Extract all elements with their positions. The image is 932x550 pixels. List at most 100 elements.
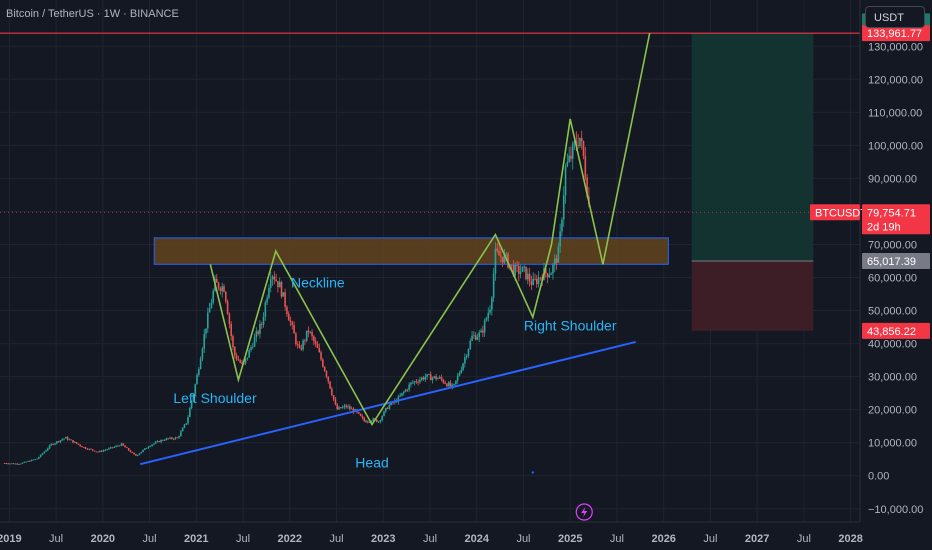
currency-selector[interactable]: USDT — [865, 6, 925, 28]
candle-body — [271, 276, 274, 279]
x-tick-label: Jul — [516, 533, 530, 545]
candle-body — [264, 302, 267, 317]
candle-body — [255, 331, 258, 338]
symbol-title[interactable]: Bitcoin / TetherUS · 1W · BINANCE — [6, 8, 179, 20]
y-tick-label: 130,000.00 — [868, 41, 923, 53]
candle-body — [363, 417, 366, 421]
y-tick-label: −10,000.00 — [868, 504, 923, 516]
candle-body — [269, 278, 272, 288]
candle-body — [226, 301, 229, 315]
candle-body — [580, 137, 583, 142]
candle-body — [388, 405, 391, 409]
price-tag-bg — [862, 252, 930, 269]
candle-body — [56, 441, 58, 444]
candle-body — [325, 371, 328, 377]
x-tick-label: Jul — [423, 533, 437, 545]
candle-body — [82, 447, 85, 448]
candle-body — [61, 439, 63, 441]
candle-body — [36, 458, 38, 460]
candle-body — [318, 348, 321, 353]
candle-body — [122, 443, 125, 446]
candle-body — [573, 141, 576, 144]
candle-body — [528, 273, 531, 282]
candle-body — [404, 389, 407, 392]
y-tick-label: 20,000.00 — [868, 405, 917, 417]
candle-body — [131, 452, 134, 453]
candle-body — [90, 448, 92, 450]
candle-body — [208, 308, 211, 313]
candle-body — [91, 449, 94, 451]
candle-body — [367, 421, 369, 423]
candle-body — [419, 379, 421, 383]
candle-body — [471, 335, 473, 341]
candle-body — [50, 443, 53, 446]
candle-body — [429, 374, 432, 381]
candle-body — [237, 359, 240, 361]
x-tick-label: Jul — [797, 533, 811, 545]
price-tag-bg — [862, 322, 930, 339]
candle-body — [510, 264, 513, 266]
candle-body — [503, 254, 506, 263]
candle-body — [68, 439, 71, 441]
candle-body — [476, 337, 479, 340]
y-tick-label: 100,000.00 — [868, 140, 923, 152]
candle-body — [54, 443, 56, 445]
candle-body — [496, 248, 499, 251]
candle-body — [5, 463, 8, 465]
candle-body — [259, 323, 261, 334]
candle-body — [500, 255, 502, 257]
candle-body — [257, 331, 259, 334]
y-tick-label: 90,000.00 — [868, 173, 917, 185]
candle-body — [340, 407, 342, 409]
candle-body — [81, 446, 83, 448]
candle-body — [532, 278, 534, 285]
candle-body — [539, 277, 542, 279]
annotations: Neckline Left Shoulder Head Right Shoulder — [173, 274, 617, 521]
candle-body — [410, 382, 412, 385]
time-axis[interactable]: 2019 Jul 2020 Jul 2021 Jul 2022 Jul 2023 Jul 2024 J… — [0, 521, 932, 550]
candle-body — [447, 382, 450, 387]
candle-body — [106, 449, 108, 451]
candle-body — [579, 137, 581, 146]
candle-body — [126, 447, 128, 449]
candle-body — [171, 437, 173, 439]
candle-body — [577, 144, 579, 146]
candle-body — [334, 399, 337, 405]
x-tick-label: 2021 — [184, 533, 208, 545]
candle-body — [262, 316, 265, 325]
candle-body — [57, 441, 60, 443]
price-tag-bg — [862, 218, 930, 235]
candle-body — [59, 440, 62, 443]
x-tick-label: Jul — [329, 533, 343, 545]
candle-body — [433, 376, 436, 378]
candle-body — [375, 419, 378, 423]
y-tick-label: 120,000.00 — [868, 74, 923, 86]
candle-body — [136, 454, 139, 456]
candle-body — [233, 347, 236, 356]
candle-body — [526, 273, 529, 280]
candle-body — [266, 297, 268, 303]
candle-body — [181, 427, 184, 432]
candle-body — [23, 461, 26, 463]
candle-body — [438, 376, 441, 379]
candle-body — [113, 446, 116, 448]
candle-body — [138, 453, 141, 455]
candle-body — [120, 443, 123, 446]
candle-body — [548, 274, 551, 278]
candle-body — [77, 443, 80, 445]
candle-body — [483, 320, 486, 333]
y-tick-label: 0.00 — [868, 471, 889, 483]
candle-body — [349, 406, 351, 409]
candle-body — [117, 445, 119, 447]
x-tick-label: 2028 — [838, 533, 862, 545]
candle-body — [455, 380, 457, 385]
price-axis[interactable]: 130,000.00 120,000.00 110,000.00 100,000.00… — [810, 0, 932, 550]
candle-body — [133, 452, 135, 455]
candle-body — [118, 445, 121, 447]
candle-body — [291, 322, 294, 325]
candle-body — [219, 288, 222, 292]
marker-dot — [531, 471, 535, 474]
drawn-lines — [0, 32, 860, 466]
price-tag-label: 79,754.71 — [867, 207, 916, 219]
